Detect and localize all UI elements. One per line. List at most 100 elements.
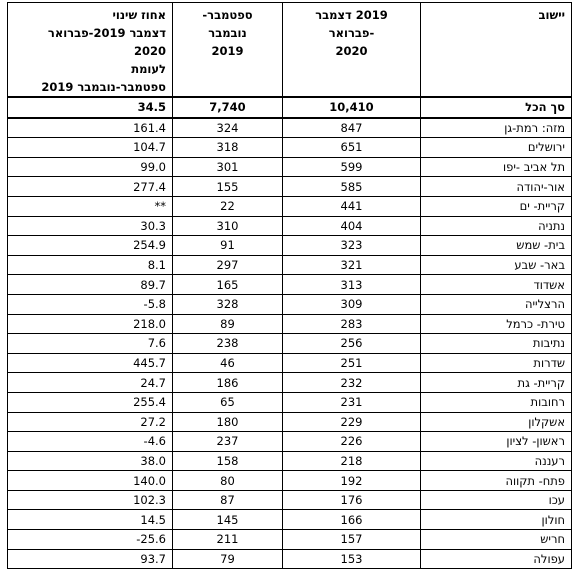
dec-feb-value-cell: 313 — [282, 274, 421, 295]
sep-nov-value-cell: 237 — [172, 431, 283, 452]
settlement-name-cell: הרצלייה — [420, 293, 572, 315]
dec-feb-value-cell: 585 — [282, 176, 421, 197]
sep-nov-value-cell: 211 — [172, 529, 283, 550]
pct-change-cell: 102.3 — [7, 489, 173, 511]
pct-change-cell: 255.4 — [7, 391, 173, 413]
header-dec-feb: 2019 דצמבר -פברואר 2020 — [282, 2, 421, 98]
header-dec-feb-line: 2019 דצמבר — [315, 8, 388, 22]
sep-nov-value-cell: 79 — [172, 548, 283, 569]
settlement-name-cell: טירת- כרמל — [420, 313, 572, 335]
header-dec-feb-line: -פברואר — [328, 26, 375, 40]
dec-feb-value-cell: 321 — [282, 254, 421, 276]
settlement-name-cell: תל אביב -יפו — [420, 156, 572, 178]
pct-change-cell: 27.2 — [7, 411, 173, 433]
total-row: סך הכל 10,410 7,740 34.5 — [7, 96, 572, 119]
dec-feb-value-cell: 192 — [282, 470, 421, 491]
dec-feb-value-cell: 323 — [282, 235, 421, 256]
settlement-name-cell: קריית- ים — [420, 195, 572, 217]
pct-change-cell: 445.7 — [7, 352, 173, 374]
header-settlement: יישוב — [420, 2, 572, 98]
table-row: נתיבות 256 238 7.6 — [7, 333, 572, 354]
settlement-name-cell: רחובות — [420, 391, 572, 413]
dec-feb-value-cell: 176 — [282, 489, 421, 511]
table-row: קריית- גת 232 186 24.7 — [7, 372, 572, 393]
sep-nov-value-cell: 180 — [172, 411, 283, 433]
table-row: ראשון- לציון 226 237 4.6- — [7, 431, 572, 452]
header-pct-line: ספטמבר-נובמבר 2019 — [41, 80, 166, 94]
settlement-name-cell: שדרות — [420, 352, 572, 374]
sep-nov-value-cell: 165 — [172, 274, 283, 295]
pct-change-cell: 140.0 — [7, 470, 173, 491]
table-row: חולון 166 145 14.5 — [7, 509, 572, 531]
settlement-name-cell: ירושלים — [420, 137, 572, 158]
settlement-name-cell: אשקלון — [420, 411, 572, 433]
dec-feb-value-cell: 251 — [282, 352, 421, 374]
table-row: אור-יהודה 585 155 277.4 — [7, 176, 572, 197]
settlement-name-cell: עפולה — [420, 548, 572, 569]
sep-nov-value-cell: 318 — [172, 137, 283, 158]
dec-feb-value-cell: 218 — [282, 450, 421, 472]
sep-nov-value-cell: 310 — [172, 215, 283, 237]
header-pct-change: אחוז שינוי דצמבר 2019-פברואר 2020 לעומת … — [7, 2, 173, 98]
dec-feb-value-cell: 651 — [282, 137, 421, 158]
settlement-name-cell: בית- שמש — [420, 235, 572, 256]
settlement-name-cell: מזה: רמת-גן — [420, 117, 572, 139]
table-row: אשדוד 313 165 89.7 — [7, 274, 572, 295]
header-sep-nov-line: ספטמבר- — [202, 8, 253, 22]
pct-change-cell: 277.4 — [7, 176, 173, 197]
settlement-name-cell: אור-יהודה — [420, 176, 572, 197]
header-row: יישוב 2019 דצמבר -פברואר 2020 ספטמבר- נו… — [7, 2, 572, 98]
settlement-name-cell: נתניה — [420, 215, 572, 237]
table-row: בית- שמש 323 91 254.9 — [7, 235, 572, 256]
pct-change-cell: 25.6- — [7, 529, 173, 550]
table-row: טירת- כרמל 283 89 218.0 — [7, 313, 572, 335]
pct-change-cell: 8.1 — [7, 254, 173, 276]
dec-feb-value-cell: 599 — [282, 156, 421, 178]
table-row: פתח- תקווה 192 80 140.0 — [7, 470, 572, 491]
pct-change-cell: 104.7 — [7, 137, 173, 158]
table-row: מזה: רמת-גן 847 324 161.4 — [7, 117, 572, 139]
total-dec-feb-cell: 10,410 — [282, 96, 421, 119]
header-pct-line: דצמבר 2019-פברואר 2020 — [47, 26, 166, 58]
header-sep-nov-line: נובמבר — [208, 26, 247, 40]
sep-nov-value-cell: 186 — [172, 372, 283, 393]
sep-nov-value-cell: 158 — [172, 450, 283, 472]
table-row: באר- שבע 321 297 8.1 — [7, 254, 572, 276]
pct-change-cell: 161.4 — [7, 117, 173, 139]
table-row: קריית- ים 441 22 ** — [7, 195, 572, 217]
dec-feb-value-cell: 157 — [282, 529, 421, 550]
sep-nov-value-cell: 65 — [172, 391, 283, 413]
pct-change-cell: 24.7 — [7, 372, 173, 393]
settlement-name-cell: חריש — [420, 529, 572, 550]
total-pct-cell: 34.5 — [7, 96, 173, 119]
pct-change-cell: 38.0 — [7, 450, 173, 472]
pct-change-cell: 99.0 — [7, 156, 173, 178]
sep-nov-value-cell: 46 — [172, 352, 283, 374]
sep-nov-value-cell: 22 — [172, 195, 283, 217]
table-row: רחובות 231 65 255.4 — [7, 391, 572, 413]
pct-change-cell: 218.0 — [7, 313, 173, 335]
dec-feb-value-cell: 166 — [282, 509, 421, 531]
table-row: הרצלייה 309 328 5.8- — [7, 293, 572, 315]
settlement-name-cell: אשדוד — [420, 274, 572, 295]
settlements-table: יישוב 2019 דצמבר -פברואר 2020 ספטמבר- נו… — [7, 2, 572, 569]
data-table-container: יישוב 2019 דצמבר -פברואר 2020 ספטמבר- נו… — [7, 2, 572, 569]
header-sep-nov: ספטמבר- נובמבר 2019 — [172, 2, 283, 98]
header-pct-line: אחוז שינוי — [112, 8, 166, 22]
dec-feb-value-cell: 229 — [282, 411, 421, 433]
sep-nov-value-cell: 80 — [172, 470, 283, 491]
pct-change-cell: 254.9 — [7, 235, 173, 256]
total-sep-nov-cell: 7,740 — [172, 96, 283, 119]
sep-nov-value-cell: 91 — [172, 235, 283, 256]
header-dec-feb-line: 2020 — [335, 44, 368, 58]
table-row: עפולה 153 79 93.7 — [7, 548, 572, 569]
sep-nov-value-cell: 87 — [172, 489, 283, 511]
pct-change-cell: 93.7 — [7, 548, 173, 569]
table-row: ירושלים 651 318 104.7 — [7, 137, 572, 158]
pct-change-cell: 4.6- — [7, 431, 173, 452]
header-pct-line: לעומת — [131, 62, 166, 76]
header-sep-nov-line: 2019 — [211, 44, 244, 58]
table-row: רעננה 218 158 38.0 — [7, 450, 572, 472]
dec-feb-value-cell: 226 — [282, 431, 421, 452]
pct-change-cell: 7.6 — [7, 333, 173, 354]
